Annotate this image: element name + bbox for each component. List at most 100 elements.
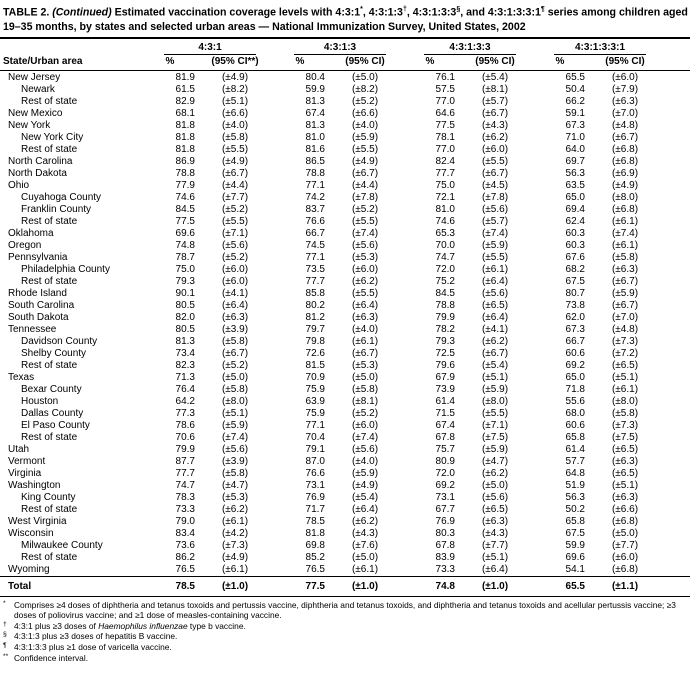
ci-value: (±6.0) (611, 551, 639, 563)
table-row: Oregon 74.8 (±5.6) 74.5 (±5.6) 70.0 (±5.9) 60.3… (0, 240, 690, 252)
percent-value: 63.9 (305, 395, 325, 407)
ci-value: (±7.5) (611, 431, 639, 443)
state-name: Wyoming (8, 563, 50, 575)
percent-value: 61.5 (175, 83, 195, 95)
percent-value: 70.6 (175, 431, 195, 443)
percent-value: 67.8 (435, 539, 455, 551)
ci-value: (±6.4) (221, 299, 249, 311)
ci-value: (±5.2) (221, 359, 249, 371)
ci-value: (±5.5) (481, 251, 509, 263)
percent-value: 73.3 (435, 563, 455, 575)
ci-value: (±6.1) (221, 515, 249, 527)
ci-value: (±5.4) (481, 71, 509, 83)
ci-value: (±5.9) (481, 239, 509, 251)
ci-value: (±4.3) (351, 527, 379, 539)
state-name: New Jersey (8, 71, 61, 83)
ci-value: (±8.0) (481, 395, 509, 407)
table-row: Dallas County 77.3 (±5.1) 75.9 (±5.2) 71.5 (±5… (0, 408, 690, 420)
ci-value: (±6.3) (611, 455, 639, 467)
percent-value: 80.5 (175, 299, 195, 311)
percent-value: 79.9 (435, 311, 455, 323)
percent-value: 67.5 (565, 527, 585, 539)
percent-value: 86.2 (175, 551, 195, 563)
percent-value: 67.3 (565, 119, 585, 131)
ci-value: (±7.5) (481, 431, 509, 443)
ci-value: (±7.9) (611, 83, 639, 95)
percent-value: 79.9 (175, 443, 195, 455)
state-name: Dallas County (21, 407, 84, 419)
ci-value: (±7.2) (611, 347, 639, 359)
percent-value: 69.8 (305, 539, 325, 551)
percent-value: 66.7 (305, 227, 325, 239)
ci-value: (±8.0) (221, 395, 249, 407)
table-row: South Dakota 82.0 (±6.3) 81.2 (±6.3) 79.9 (±6.… (0, 312, 690, 324)
ci-column-header: (95% CI**) (211, 55, 259, 67)
ci-value: (±5.7) (481, 215, 509, 227)
percent-value: 78.6 (175, 419, 195, 431)
percent-value: 67.4 (305, 107, 325, 119)
percent-value: 75.7 (435, 443, 455, 455)
percent-value: 78.8 (175, 167, 195, 179)
ci-value: (±5.7) (481, 95, 509, 107)
percent-value: 83.7 (305, 203, 325, 215)
percent-value: 74.6 (435, 215, 455, 227)
header-spacer (0, 42, 145, 55)
ci-value: (±7.7) (481, 539, 509, 551)
state-name: Utah (8, 443, 30, 455)
percent-value: 77.1 (305, 419, 325, 431)
percent-value: 81.3 (175, 335, 195, 347)
percent-value: 80.9 (435, 455, 455, 467)
percent-value: 87.7 (175, 455, 195, 467)
percent-value: 83.4 (175, 527, 195, 539)
ci-value: (±5.5) (481, 155, 509, 167)
ci-value: (±6.8) (611, 143, 639, 155)
percent-value: 67.9 (435, 371, 455, 383)
ci-value: (±6.0) (351, 419, 379, 431)
column-group-underline (554, 53, 646, 55)
state-name: Vermont (8, 455, 46, 467)
ci-value: (±5.5) (351, 143, 379, 155)
ci-value: (±4.9) (611, 179, 639, 191)
percent-value: 78.1 (435, 131, 455, 143)
percent-value: 73.8 (565, 299, 585, 311)
table-row: Houston 64.2 (±8.0) 63.9 (±8.1) 61.4 (±8.0) 55.… (0, 396, 690, 408)
footnote: † 4:3:1 plus ≥3 doses of Haemophilus infl… (3, 621, 690, 632)
ci-value: (±5.5) (351, 215, 379, 227)
state-name: Total (8, 580, 32, 592)
state-name: Pennsylvania (8, 251, 68, 263)
ci-value: (±6.0) (481, 143, 509, 155)
ci-value: (±6.2) (481, 131, 509, 143)
ci-value: (±5.6) (221, 239, 249, 251)
percent-value: 72.6 (305, 347, 325, 359)
percent-value: 77.1 (305, 251, 325, 263)
ci-value: (±5.9) (611, 287, 639, 299)
state-name: Cuyahoga County (21, 191, 102, 203)
ci-value: (±4.9) (351, 155, 379, 167)
title-text: Estimated vaccination coverage levels wi… (111, 6, 361, 19)
ci-value: (±8.1) (351, 395, 379, 407)
ci-value: (±8.0) (611, 191, 639, 203)
table-row: Milwaukee County 73.6 (±7.3) 69.8 (±7.6) 67.8… (0, 540, 690, 552)
ci-value: (±5.5) (221, 215, 249, 227)
column-group-4-3-1-3-3: 4:3:1:3:3 (405, 42, 535, 55)
percent-value: 81.8 (175, 131, 195, 143)
table-header: 4:3:1 4:3:1:3 4:3:1:3:3 4:3:1:3:3:1 Stat… (0, 39, 690, 70)
percent-value: 67.7 (435, 503, 455, 515)
table-number: TABLE 2. (3, 6, 53, 19)
percent-value: 65.5 (565, 580, 585, 592)
ci-value: (±8.2) (221, 83, 249, 95)
ci-value: (±5.2) (351, 95, 379, 107)
footnote-marker-section: § (456, 6, 461, 13)
percent-value: 76.9 (305, 491, 325, 503)
percent-value: 74.7 (175, 479, 195, 491)
percent-column-header: % (165, 55, 175, 67)
percent-value: 82.4 (435, 155, 455, 167)
percent-value: 50.2 (565, 503, 585, 515)
ci-value: (±5.6) (351, 443, 379, 455)
percent-value: 79.1 (305, 443, 325, 455)
table-row: Vermont 87.7 (±3.9) 87.0 (±4.0) 80.9 (±4.7) 57.… (0, 456, 690, 468)
percent-value: 79.3 (175, 275, 195, 287)
ci-value: (±8.0) (611, 395, 639, 407)
sub-header-row: State/Urban area % (95% CI**) % (95% CI)… (0, 55, 690, 70)
percent-value: 70.0 (435, 239, 455, 251)
